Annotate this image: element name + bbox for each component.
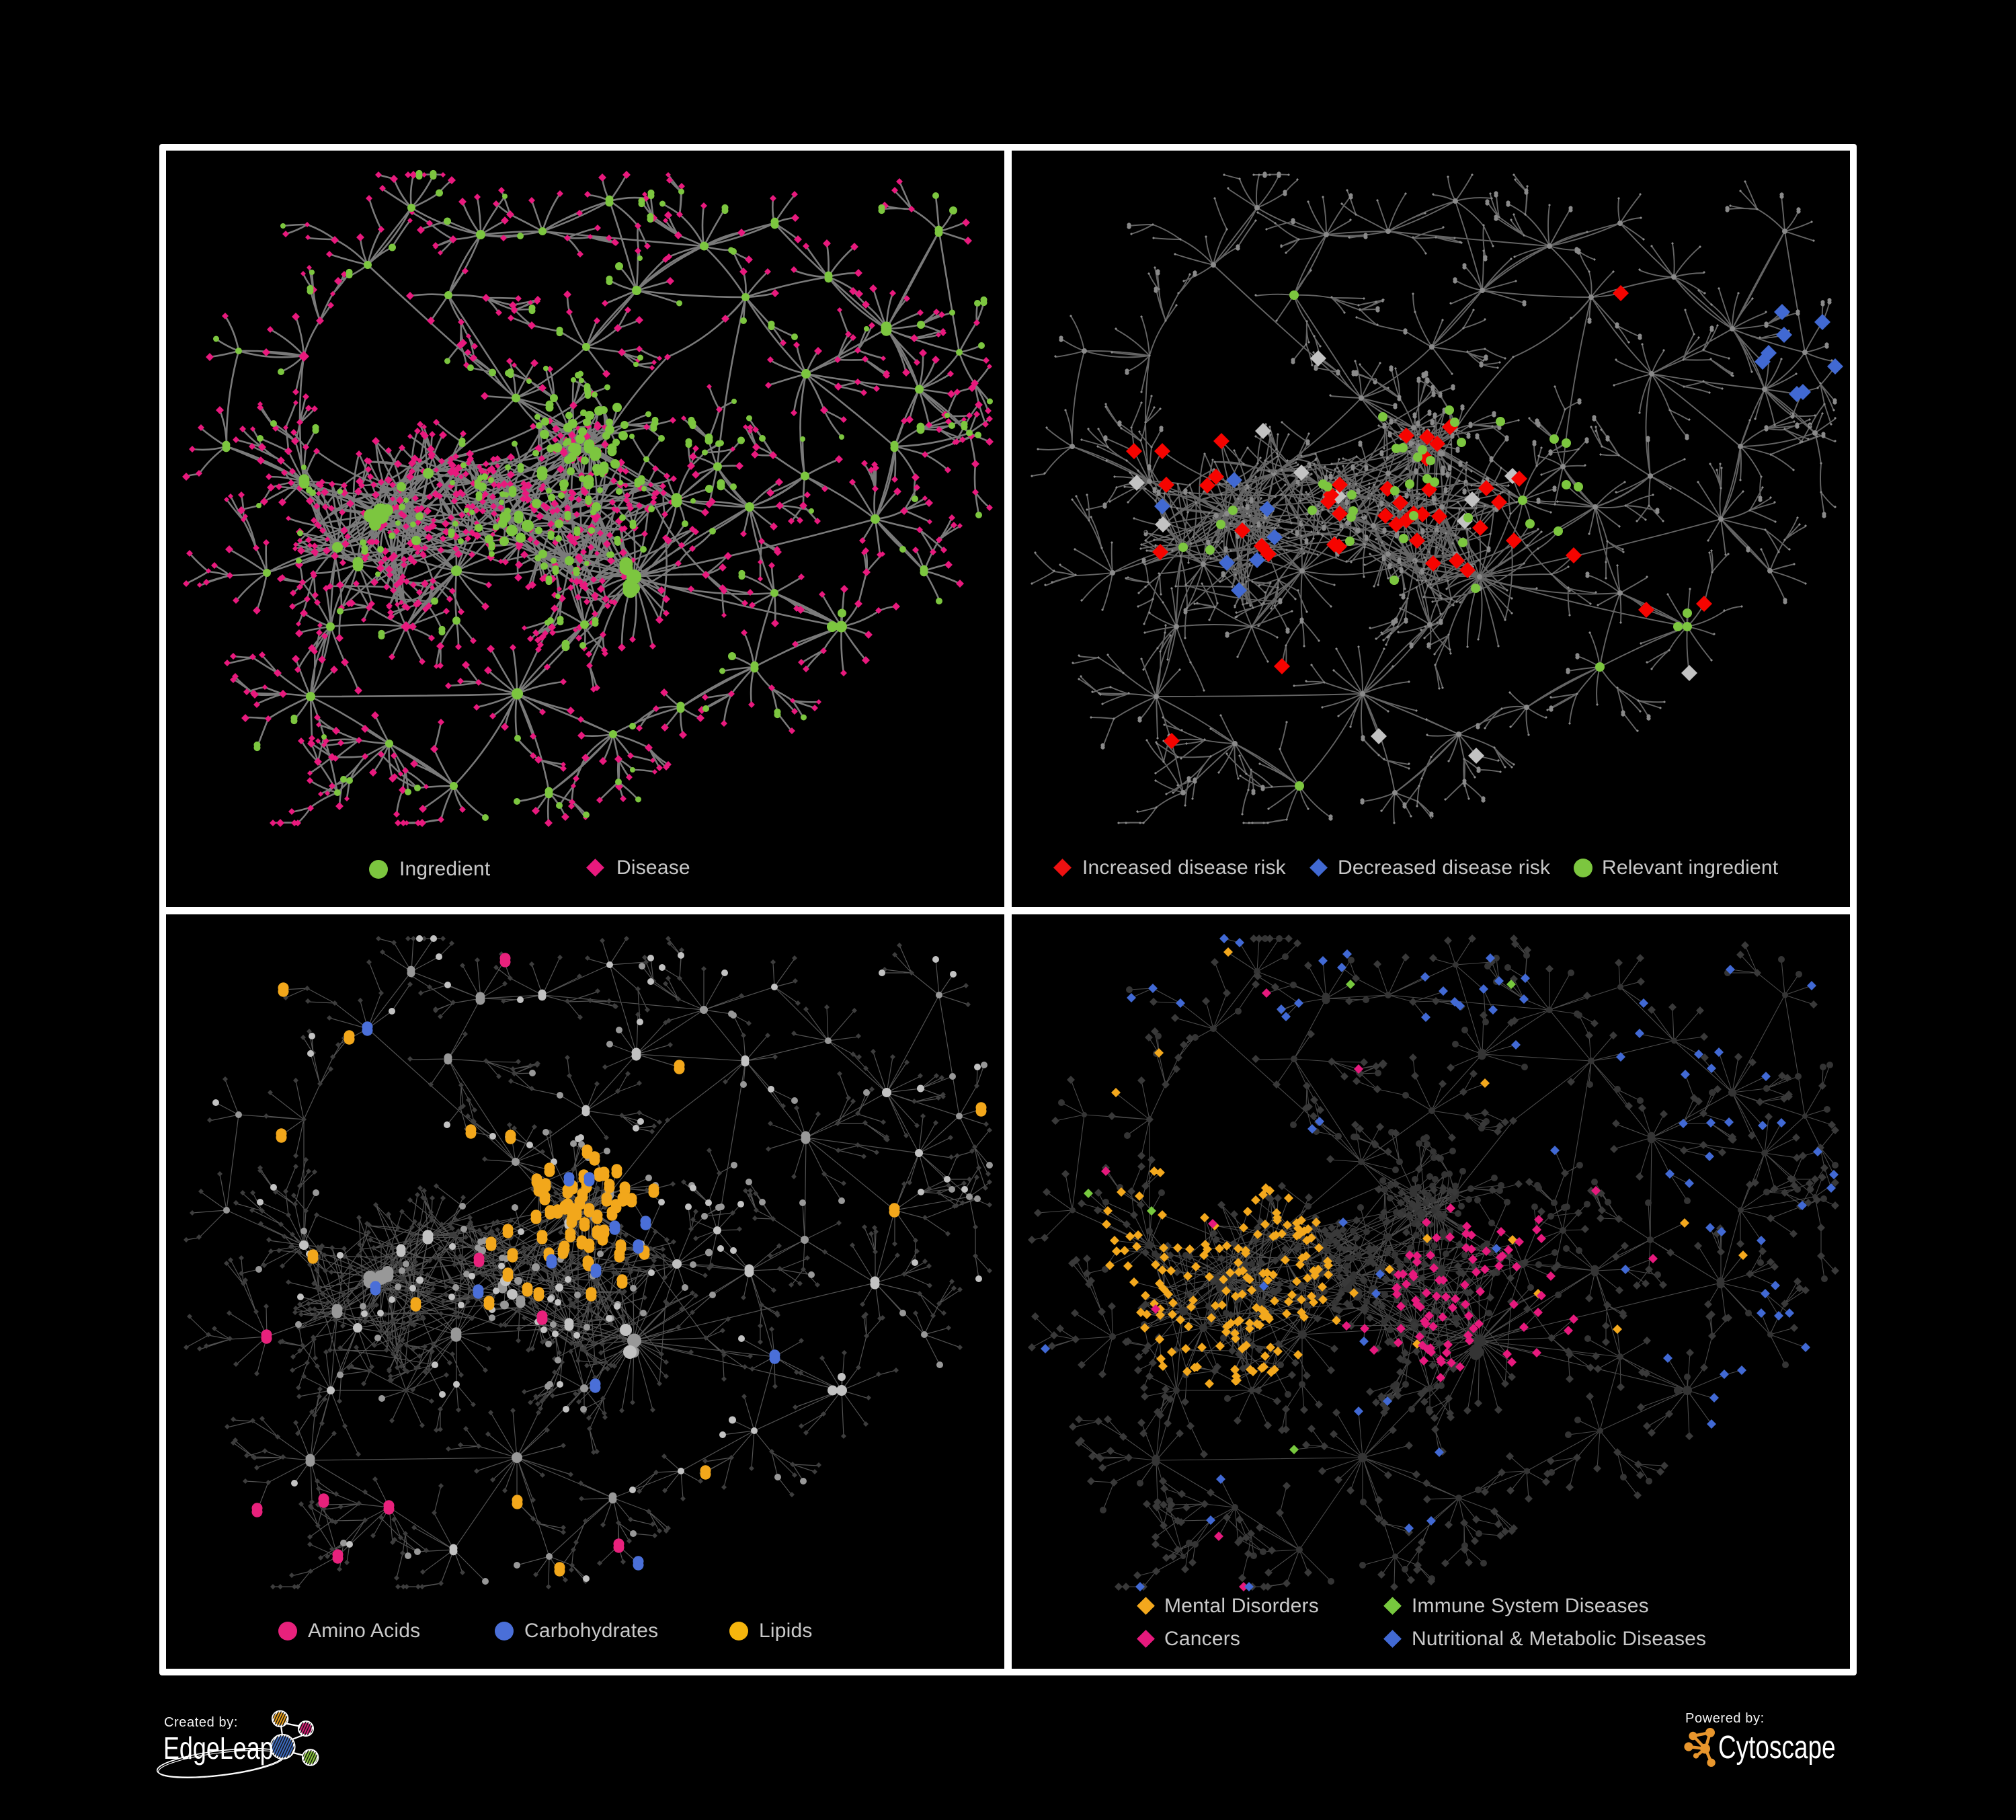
svg-text:EdgeLeap: EdgeLeap	[163, 1731, 274, 1766]
svg-text:Powered by:: Powered by:	[1685, 1711, 1765, 1726]
svg-text:Cytoscape: Cytoscape	[1718, 1729, 1836, 1766]
svg-text:Created by:: Created by:	[164, 1715, 238, 1730]
